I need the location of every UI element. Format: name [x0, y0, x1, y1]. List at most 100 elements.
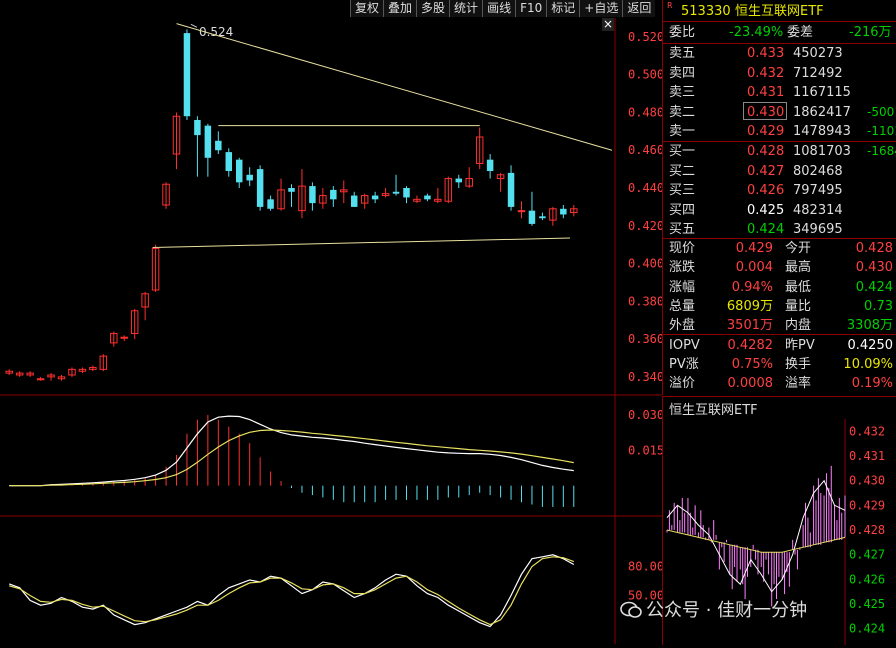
mini-axis-label: 0.430: [849, 474, 885, 488]
weibi-label: 委比: [669, 25, 696, 40]
stat-label: PV涨: [669, 356, 699, 372]
mini-axis-label: 0.426: [849, 572, 885, 586]
toolbar-add-watchlist-button[interactable]: +自选: [579, 0, 623, 17]
stat-label: 换手: [785, 356, 812, 372]
ask-level-label: 卖三: [669, 85, 696, 100]
top-toolbar: 复权 叠加 多股 统计 画线 F10 标记 +自选 返回: [350, 0, 656, 17]
candle-body-up: [444, 178, 453, 202]
wechat-icon: [620, 601, 642, 618]
ask-volume: 450273: [793, 46, 843, 61]
mini-axis-label: 0.431: [849, 449, 885, 463]
weicha-label: 委差: [787, 25, 814, 40]
candle-body-down: [183, 33, 191, 117]
bid-level-label: 买一: [669, 144, 696, 159]
candle-body-down: [392, 191, 400, 194]
ask-price: 0.430: [747, 104, 785, 120]
bid-row[interactable]: 买三 0.426 797495: [663, 181, 896, 200]
ask-volume: 1478943: [793, 124, 851, 139]
toolbar-stats-button[interactable]: 统计: [449, 0, 483, 17]
macd-dea-line: [9, 429, 574, 487]
stock-code: 513330: [681, 4, 731, 19]
kline-chart-area[interactable]: 0.520 0.500 0.480 0.460 0.440 0.420 0.400 0.380…: [0, 0, 664, 644]
toolbar-mark-button[interactable]: 标记: [546, 0, 580, 17]
ask-price: 0.429: [747, 124, 785, 139]
candle-body-up: [57, 376, 66, 380]
toolbar-fuquan-button[interactable]: 复权: [350, 0, 384, 17]
stat-value: 3501万: [726, 318, 773, 334]
selected-price-box: [743, 102, 787, 120]
stat-row: 溢价 0.0008 溢率 0.19%: [663, 374, 896, 393]
candle-body-down: [539, 216, 546, 219]
candle-body-up: [78, 368, 87, 372]
chart-canvas[interactable]: 0.520 0.500 0.480 0.460 0.440 0.420 0.400 0.380…: [0, 0, 664, 644]
candle-body-up: [496, 174, 505, 180]
ask-row[interactable]: 卖三 0.431 1167115: [663, 83, 896, 102]
ask-level-label: 卖五: [669, 46, 696, 61]
ask-volume: 1167115: [793, 85, 851, 100]
candle-body-down: [204, 125, 212, 158]
bid-volume: 482314: [793, 202, 843, 218]
stat-label: 最高: [785, 260, 812, 276]
stat-value: 10.09%: [843, 356, 893, 372]
toolbar-draw-button[interactable]: 画线: [482, 0, 516, 17]
stat-label: 今开: [785, 241, 812, 256]
candle-body-down: [528, 210, 536, 224]
bid-row[interactable]: 买二 0.427 802468: [663, 162, 896, 181]
candle-body-up: [340, 189, 348, 193]
mini-axis-label: 0.427: [849, 548, 885, 562]
candle-body-down: [424, 195, 431, 200]
price-axis-label: 0.460: [628, 143, 662, 157]
stat-label: 总量: [669, 298, 696, 314]
stock-name: 恒生互联网ETF: [735, 4, 824, 19]
bid-price: 0.425: [747, 202, 785, 218]
toolbar-overlay-button[interactable]: 叠加: [383, 0, 417, 17]
price-axis-label: 0.420: [628, 219, 662, 233]
candle-body-down: [246, 174, 253, 181]
candle-body-down: [560, 208, 567, 215]
stat-label: 溢率: [785, 376, 812, 392]
price-axis-label: 0.340: [628, 370, 662, 384]
candle-body-down: [256, 169, 264, 207]
trendline-resistance: [176, 23, 613, 151]
bid-row[interactable]: 买一 0.428 1081703 -1684: [663, 142, 896, 161]
intraday-mini-chart[interactable]: 恒生互联网ETF 0.432 0.431 0.430 0.429 0.428 0.427 0…: [662, 396, 896, 645]
candle-body-up: [319, 195, 327, 204]
candle-body-up: [298, 185, 306, 212]
bid-row[interactable]: 买四 0.425 482314: [663, 201, 896, 220]
bid-price: 0.427: [747, 163, 785, 179]
price-axis-label: 0.480: [628, 105, 662, 119]
stat-value: 0.75%: [731, 356, 773, 372]
candle-body-up: [277, 189, 285, 210]
stat-row: 涨跌 0.004 最高 0.430: [663, 258, 896, 277]
ask-row[interactable]: 卖一 0.429 1478943 -1101: [663, 122, 896, 141]
stat-label: 涨跌: [669, 260, 696, 276]
candle-body-up: [570, 208, 578, 214]
ask-row[interactable]: 卖四 0.432 712492: [663, 64, 896, 83]
candle-body-down: [309, 186, 316, 204]
candle-body-down: [403, 188, 410, 198]
ask-price: 0.433: [747, 46, 785, 61]
watermark: 公众号 · 佳财一分钟: [620, 596, 807, 622]
stat-value: 0.429: [735, 241, 773, 256]
macd-axis-label: 0.015: [628, 443, 662, 457]
stat-label: 内盘: [785, 318, 812, 334]
candle-body-up: [549, 208, 557, 221]
candle-body-down: [267, 199, 274, 209]
candle-body-up: [120, 336, 128, 339]
candle-body-down: [486, 159, 494, 171]
close-icon[interactable]: ×: [602, 17, 614, 31]
bid-row[interactable]: 买五 0.424 349695: [663, 220, 896, 239]
mini-chart-title: 恒生互联网ETF: [669, 403, 758, 418]
macd-dif-line: [9, 415, 574, 487]
ask-row[interactable]: 卖二 0.430 1862417 -500: [663, 103, 896, 122]
mini-axis-label: 0.424: [849, 622, 885, 636]
stat-value: 0.430: [855, 260, 893, 276]
toolbar-f10-button[interactable]: F10: [515, 0, 547, 17]
toolbar-back-button[interactable]: 返回: [622, 0, 656, 17]
price-axis-label: 0.380: [628, 294, 662, 308]
bid-volume: 802468: [793, 163, 843, 179]
macd-axis-label: 0.030: [628, 408, 662, 422]
price-axis-label: 0.400: [628, 257, 662, 271]
ask-row[interactable]: 卖五 0.433 450273: [663, 44, 896, 63]
toolbar-multi-stock-button[interactable]: 多股: [416, 0, 450, 17]
